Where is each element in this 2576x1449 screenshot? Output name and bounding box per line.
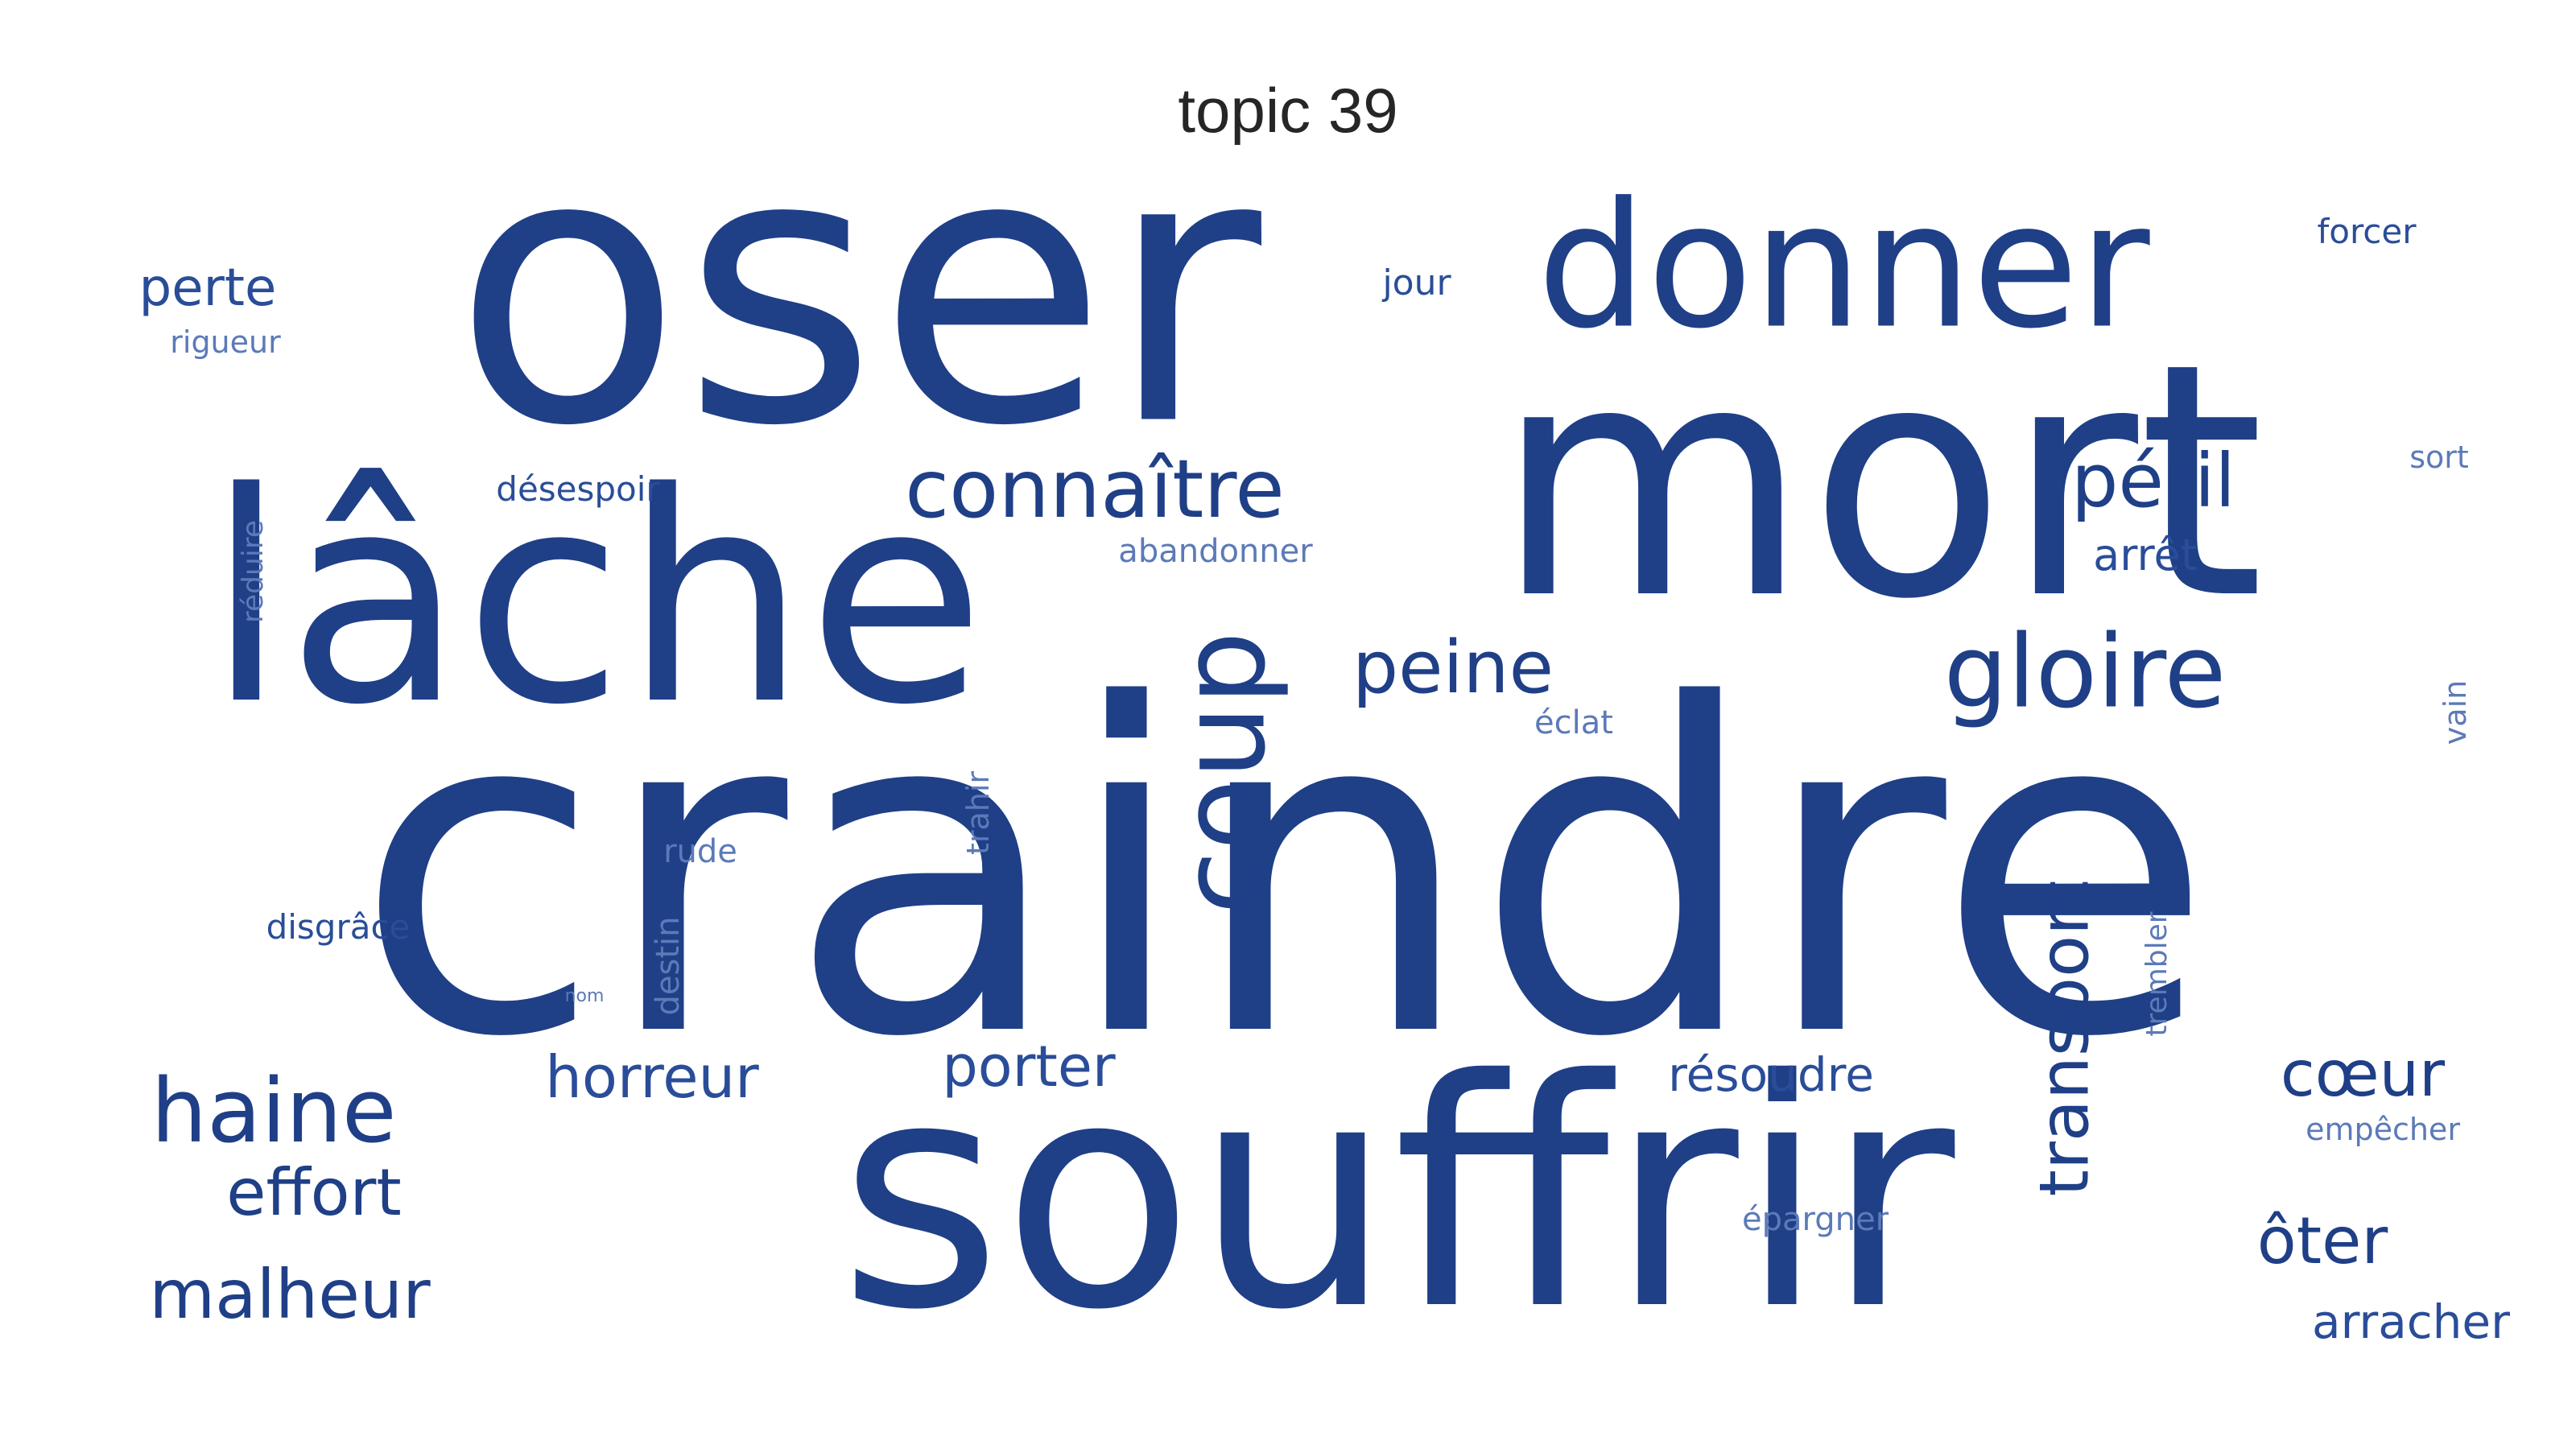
word-18: horreur (545, 1043, 759, 1111)
word-1: craindre (354, 611, 2214, 1136)
word-20: perte (138, 258, 277, 318)
word-33: empêcher (2306, 1112, 2460, 1147)
word-5: lâche (205, 431, 986, 768)
word-23: arrêt (2093, 530, 2198, 580)
word-31: destin (650, 916, 687, 1016)
word-11: péril (2071, 438, 2235, 524)
word-22: résoudre (1668, 1047, 1874, 1102)
word-9: haine (151, 1059, 397, 1162)
word-14: malheur (149, 1255, 431, 1334)
word-8: gloire (1943, 613, 2227, 731)
word-26: jour (1382, 262, 1451, 303)
word-15: effort (226, 1155, 402, 1230)
word-25: disgrâce (266, 907, 411, 947)
word-35: vain (2438, 679, 2473, 745)
word-13: transport (2025, 880, 2105, 1197)
word-12: peine (1352, 625, 1554, 710)
word-36: rigueur (170, 324, 281, 360)
word-28: abandonner (1118, 533, 1313, 570)
word-40: nom (564, 986, 605, 1006)
word-37: réduire (237, 520, 270, 623)
word-27: forcer (2317, 212, 2417, 251)
word-7: coup (1155, 630, 1292, 915)
chart-title: topic 39 (1178, 75, 1398, 146)
word-34: sort (2409, 440, 2469, 475)
word-10: connaître (905, 442, 1285, 536)
word-21: arracher (2312, 1294, 2510, 1349)
word-30: rude (663, 833, 737, 870)
word-6: donner (1537, 164, 2150, 367)
word-24: désespoir (496, 469, 660, 509)
word-29: éclat (1534, 704, 1613, 741)
word-39: trembler (2140, 911, 2174, 1037)
word-38: trahir (960, 770, 996, 856)
word-3: mort (1495, 295, 2264, 670)
word-17: ôter (2256, 1203, 2388, 1278)
word-32: épargner (1741, 1201, 1889, 1238)
word-2: oser (452, 71, 1262, 508)
word-16: cœur (2280, 1038, 2446, 1111)
word-19: porter (942, 1034, 1116, 1100)
word-4: souffrir (838, 1013, 1955, 1378)
